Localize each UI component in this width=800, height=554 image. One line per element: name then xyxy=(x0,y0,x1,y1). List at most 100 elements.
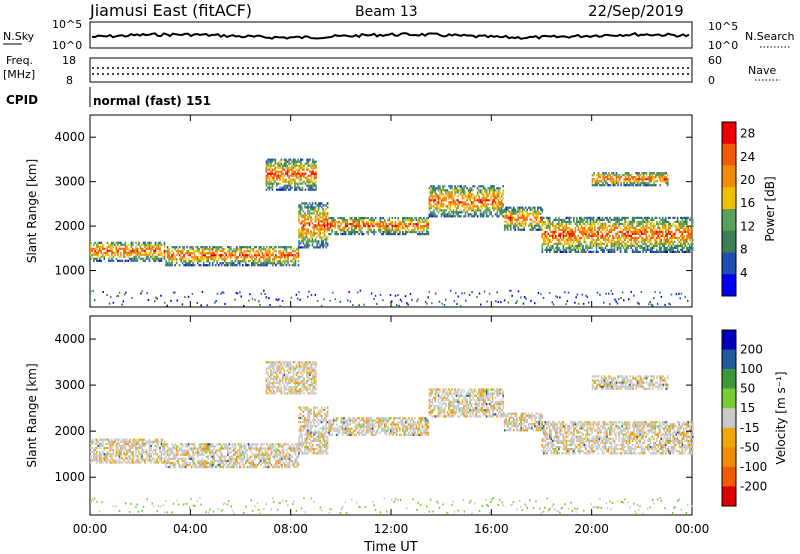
power-echo-cell xyxy=(692,224,694,227)
power-echo-cell xyxy=(426,229,428,232)
power-echo-cell xyxy=(423,227,425,230)
power-echo-cell xyxy=(564,242,566,245)
power-echo-cell xyxy=(307,164,310,167)
velocity-echo-cell xyxy=(190,466,193,469)
velocity-echo-cell xyxy=(169,449,172,452)
velocity-echo-cell xyxy=(120,455,122,458)
velocity-echo-cell xyxy=(211,466,214,469)
power-echo-cell xyxy=(282,188,284,191)
power-echo-cell xyxy=(420,225,422,228)
power-echo-cell xyxy=(532,206,535,209)
power-echo-cell xyxy=(457,195,459,198)
power-echo-cell xyxy=(580,250,583,253)
power-echo-cell xyxy=(515,212,518,215)
power-echo-cell xyxy=(675,230,677,233)
power-echo-cell xyxy=(534,226,536,229)
velocity-echo-cell xyxy=(187,445,190,448)
power-echo-cell xyxy=(646,226,649,229)
power-echo-cell xyxy=(301,174,304,177)
freq-panel-frame xyxy=(89,57,693,83)
power-echo-cell xyxy=(618,234,620,237)
velocity-echo-cell xyxy=(175,447,178,450)
velocity-echo-cell xyxy=(181,466,184,469)
velocity-echo-cell xyxy=(93,457,95,460)
power-echo-cell xyxy=(308,206,311,209)
power-echo-cell xyxy=(520,206,522,209)
power-echo-cell xyxy=(467,213,470,216)
power-echo-cell xyxy=(286,174,289,177)
power-echo-cell xyxy=(310,176,313,179)
power-echo-cell xyxy=(482,197,485,200)
power-echo-cell xyxy=(117,294,120,297)
velocity-echo-cell xyxy=(220,461,223,465)
power-echo-cell xyxy=(582,232,584,235)
velocity-echo-cell xyxy=(187,455,190,458)
velocity-echo-cell xyxy=(115,442,118,445)
power-echo-cell xyxy=(512,226,515,229)
power-echo-cell xyxy=(645,234,647,237)
power-echo-cell xyxy=(667,224,670,227)
power-echo-cell xyxy=(663,246,665,249)
power-echo-cell xyxy=(270,172,272,175)
velocity-echo-cell xyxy=(219,463,221,467)
power-echo-cell xyxy=(535,228,538,231)
noise-panel: N.Sky 10^5 10^0 10^5 10^0 N.Search xyxy=(3,18,795,52)
power-echo-cell xyxy=(298,228,300,231)
power-echo-cell xyxy=(378,223,380,226)
power-echo-cell xyxy=(597,250,599,253)
power-echo-cell xyxy=(612,242,614,245)
power-echo-cell xyxy=(497,203,500,206)
power-echo-cell xyxy=(606,218,608,221)
power-echo-cell xyxy=(463,215,465,218)
power-echo-cell xyxy=(382,223,385,226)
power-echo-cell xyxy=(310,180,313,183)
power-echo-cell xyxy=(654,180,657,183)
power-echo-cell xyxy=(268,186,271,189)
power-echo-cell xyxy=(632,182,634,185)
power-echo-cell xyxy=(470,189,473,192)
velocity-echo-cell xyxy=(219,457,221,460)
power-echo-cell xyxy=(451,187,453,190)
power-echo-cell xyxy=(496,211,498,214)
velocity-echo-cell xyxy=(100,444,103,447)
power-echo-cell xyxy=(371,231,374,234)
power-echo-cell xyxy=(412,231,415,234)
velocity-echo-cell xyxy=(120,461,122,464)
power-echo-cell xyxy=(394,229,397,232)
power-echo-cell xyxy=(291,160,293,163)
power-echo-cell xyxy=(639,228,641,231)
power-echo-cell xyxy=(669,226,671,229)
power-echo-cell xyxy=(648,226,650,229)
power-echo-cell xyxy=(467,207,470,210)
power-echo-cell xyxy=(645,222,647,225)
power-echo-cell xyxy=(301,230,303,233)
power-echo-cell xyxy=(315,176,317,179)
power-echo-cell xyxy=(675,293,678,296)
power-echo-cell xyxy=(334,231,336,234)
power-echo-cell xyxy=(460,187,462,190)
power-echo-cell xyxy=(607,220,610,223)
power-echo-cell xyxy=(280,186,283,189)
power-echo-cell xyxy=(643,228,646,231)
power-echo-cell xyxy=(624,176,627,179)
power-echo-cell xyxy=(391,217,394,220)
power-echo-cell xyxy=(524,222,527,225)
power-echo-cell xyxy=(316,226,318,229)
power-echo-cell xyxy=(616,222,619,225)
power-echo-cell xyxy=(382,217,385,220)
power-echo-cell xyxy=(650,174,652,177)
power-echo-cell xyxy=(442,211,444,214)
power-echo-cell xyxy=(565,224,568,227)
power-echo-cell xyxy=(655,242,658,245)
velocity-echo-cell xyxy=(108,438,110,441)
power-echo-cell xyxy=(595,220,598,223)
power-echo-cell xyxy=(111,251,113,254)
power-echo-cell xyxy=(290,252,292,255)
power-echo-cell xyxy=(299,222,302,225)
power-echo-cell xyxy=(437,189,440,192)
velocity-echo-cell xyxy=(168,459,170,462)
power-echo-cell xyxy=(295,172,298,175)
power-echo-cell xyxy=(574,234,577,237)
power-echo-cell xyxy=(577,242,580,245)
power-echo-cell xyxy=(112,255,115,258)
